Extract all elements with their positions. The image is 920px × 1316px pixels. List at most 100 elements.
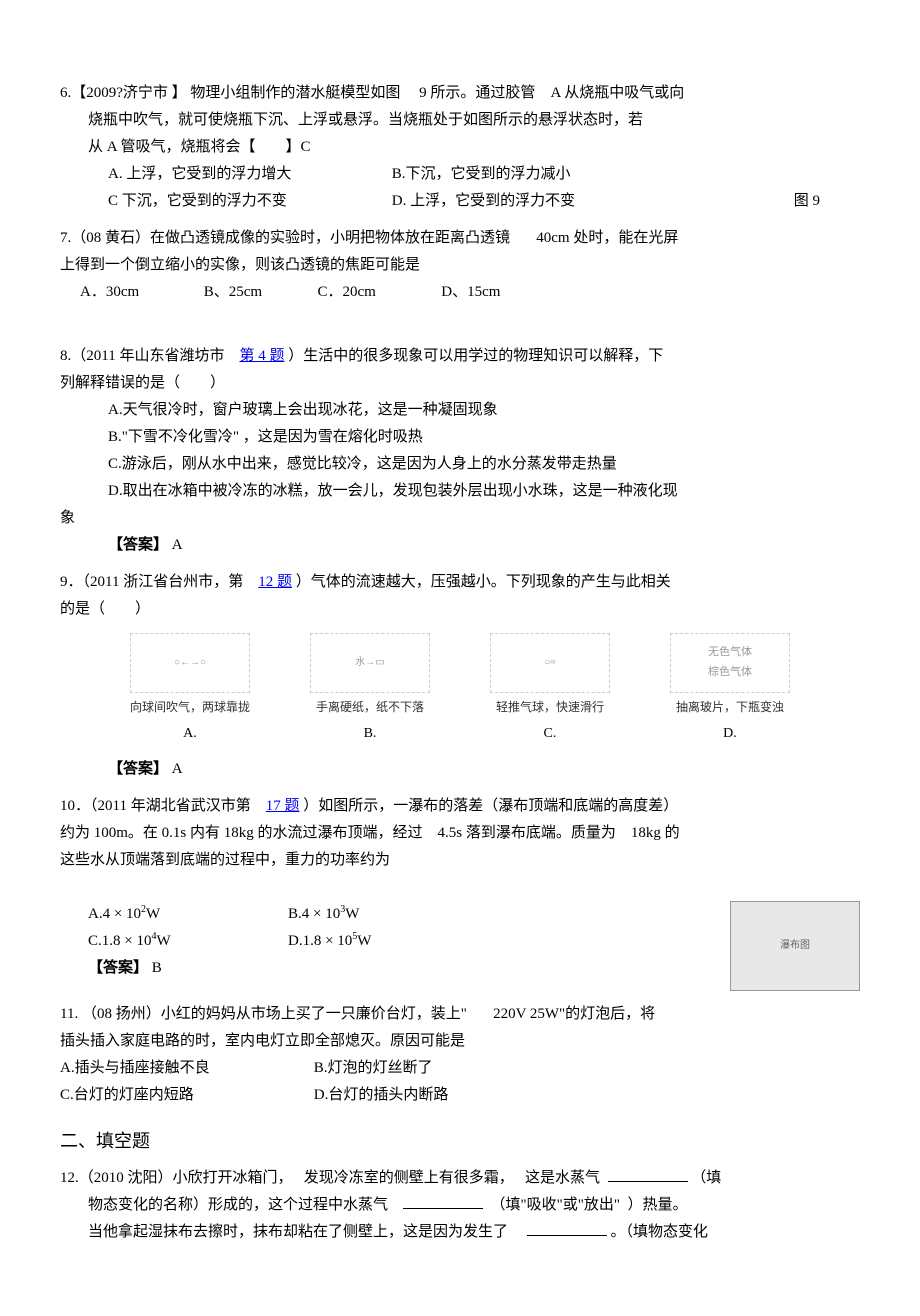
q8-line1-a: 8.（2011 年山东省潍坊市 [60, 348, 224, 364]
q11-opt-d: D.台灯的插头内断路 [314, 1087, 449, 1103]
q12-line2-a: 物态变化的名称）形成的，这个过程中水蒸气 [88, 1197, 388, 1213]
q9-letter-b: B. [310, 721, 430, 746]
q6-figure-label: 图 9 [794, 188, 820, 215]
q9-line2: 的是（ ） [60, 596, 860, 623]
q9-cap-b: 手离硬纸，纸不下落 [310, 697, 430, 719]
q8-opt-b: B."下雪不冷化雪冷" ，这是因为雪在熔化时吸热 [60, 424, 860, 451]
q8-line1-b: ）生活中的很多现象可以用学过的物理知识可以解释，下 [288, 348, 663, 364]
q12-line2: 物态变化的名称）形成的，这个过程中水蒸气 （填"吸收"或"放出" ）热量。 [60, 1192, 860, 1219]
q10-opt-b: B.4 × 103W [288, 901, 359, 928]
question-12: 12.（2010 沈阳）小欣打开冰箱门， 发现冷冻室的侧壁上有很多霜， 这是水蒸… [60, 1165, 860, 1246]
q8-line2: 列解释错误的是（ ） [60, 370, 860, 397]
q10-line1-a: 10．（2011 年湖北省武汉市第 [60, 798, 251, 814]
q12-line1-b: 发现冷冻室的侧壁上有很多霜， [304, 1170, 514, 1186]
q12-blank-2[interactable] [403, 1194, 483, 1209]
q8-opt-d: D.取出在冰箱中被冷冻的冰糕，放一会儿，发现包装外层出现小水珠，这是一种液化现 [60, 478, 860, 505]
q9-sub-d: 无色气体 棕色气体 抽离玻片，下瓶变浊 D. [670, 633, 790, 746]
q6-line3: 从 A 管吸气，烧瓶将会【 】C [60, 134, 860, 161]
q11-line1: 11. （08 扬州）小红的妈妈从市场上买了一只廉价台灯，装上" 220V 25… [60, 1001, 860, 1028]
q8-answer: 【答案】 A [60, 532, 860, 559]
q9-img-b: 水→▭ [310, 633, 430, 693]
q10-opts: A.4 × 102W B.4 × 103W C.1.8 × 104W D.1.8… [60, 901, 710, 982]
q9-letter-c: C. [490, 721, 610, 746]
q7-opt-b: B、25cm [204, 279, 314, 306]
question-10: 10．（2011 年湖北省武汉市第 17 题 ）如图所示，一瀑布的落差（瀑布顶端… [60, 793, 860, 991]
q8-line1: 8.（2011 年山东省潍坊市 第 4 题 ）生活中的很多现象可以用学过的物理知… [60, 343, 860, 370]
q10-line3: 这些水从顶端落到底端的过程中，重力的功率约为 [60, 847, 860, 874]
q9-line1: 9．（2011 浙江省台州市，第 12 题 ）气体的流速越大，压强越小。下列现象… [60, 569, 860, 596]
q7-opt-d: D、15cm [441, 284, 500, 300]
question-6: 6.【2009?济宁市 】 物理小组制作的潜水艇模型如图 9 所示。通过胶管 A… [60, 80, 860, 215]
q7-opt-c: C．20cm [318, 279, 438, 306]
q6-stem: 6.【2009?济宁市 】 物理小组制作的潜水艇模型如图 9 所示。通过胶管 A… [60, 80, 860, 107]
q9-img-a: ○←→○ [130, 633, 250, 693]
q11-opt-b: B.灯泡的灯丝断了 [314, 1060, 433, 1076]
q7-line1: 7.（08 黄石）在做凸透镜成像的实验时，小明把物体放在距离凸透镜 40cm 处… [60, 225, 860, 252]
q10-waterfall-image: 瀑布图 [730, 901, 860, 991]
q10-opt-d-a: D.1.8 × 10 [288, 933, 352, 949]
q7-opt-a: A．30cm [80, 279, 200, 306]
section-2-heading: 二、填空题 [60, 1125, 860, 1157]
q10-opts-row: A.4 × 102W B.4 × 103W C.1.8 × 104W D.1.8… [60, 901, 860, 991]
q9-ans-lab: 【答案】 [108, 761, 168, 777]
q7-opts: A．30cm B、25cm C．20cm D、15cm [60, 279, 860, 306]
q9-cap-c: 轻推气球，快速滑行 [490, 697, 610, 719]
q11-line2: 插头插入家庭电路的时，室内电灯立即全部熄灭。原因可能是 [60, 1028, 860, 1055]
q10-opt-a-b: W [146, 906, 160, 922]
q6-opt-c: C 下沉，它受到的浮力不变 [108, 188, 388, 215]
q10-opt-d-b: W [357, 933, 371, 949]
q6-stem-a: 6.【2009?济宁市 】 物理小组制作的潜水艇模型如图 [60, 85, 400, 101]
q12-line1-a: 12.（2010 沈阳）小欣打开冰箱门， [60, 1170, 293, 1186]
q8-ans-lab: 【答案】 [108, 537, 168, 553]
q10-line1: 10．（2011 年湖北省武汉市第 17 题 ）如图所示，一瀑布的落差（瀑布顶端… [60, 793, 860, 820]
q6-stem-c: A 从烧瓶中吸气或向 [550, 85, 684, 101]
q9-sub-b: 水→▭ 手离硬纸，纸不下落 B. [310, 633, 430, 746]
q9-img-c: ○≈ [490, 633, 610, 693]
q6-stem-b: 9 所示。通过胶管 [419, 85, 535, 101]
q6-line2: 烧瓶中吹气，就可使烧瓶下沉、上浮或悬浮。当烧瓶处于如图所示的悬浮状态时，若 [60, 107, 860, 134]
q10-ans-lab: 【答案】 [88, 960, 148, 976]
q10-opt-b-b: W [345, 906, 359, 922]
q9-letter-a: A. [130, 721, 250, 746]
q9-line1-b: ）气体的流速越大，压强越小。下列现象的产生与此相关 [296, 574, 671, 590]
q12-line1-d: （填 [691, 1170, 721, 1186]
question-9: 9．（2011 浙江省台州市，第 12 题 ）气体的流速越大，压强越小。下列现象… [60, 569, 860, 783]
q11-opts-row1: A.插头与插座接触不良 B.灯泡的灯丝断了 [60, 1055, 860, 1082]
q10-link[interactable]: 17 题 [266, 798, 300, 814]
q10-opt-b-a: B.4 × 10 [288, 906, 340, 922]
q9-answer: 【答案】 A [60, 756, 860, 783]
q9-figure: ○←→○ 向球间吹气，两球靠拢 A. 水→▭ 手离硬纸，纸不下落 B. ○≈ 轻… [100, 633, 820, 746]
q9-line1-a: 9．（2011 浙江省台州市，第 [60, 574, 243, 590]
q11-opt-c: C.台灯的灯座内短路 [60, 1082, 310, 1109]
q12-line2-b: （填"吸收"或"放出" [491, 1197, 621, 1213]
q6-opts-row2: C 下沉，它受到的浮力不变 D. 上浮，它受到的浮力不变 图 9 [60, 188, 860, 215]
q9-cap-a: 向球间吹气，两球靠拢 [130, 697, 250, 719]
q9-ans: A [172, 761, 183, 777]
q10-opts-1: A.4 × 102W B.4 × 103W [88, 901, 710, 928]
q12-blank-3[interactable] [527, 1221, 607, 1236]
q8-link[interactable]: 第 4 题 [239, 348, 284, 364]
q6-line3-b: 】C [286, 139, 311, 155]
q10-line2: 约为 100m。在 0.1s 内有 18kg 的水流过瀑布顶端，经过 4.5s … [60, 820, 860, 847]
q10-line2-c: 18kg 的 [631, 825, 680, 841]
q12-line3-b: 。（填物态变化 [611, 1224, 709, 1240]
q10-opt-c: C.1.8 × 104W [88, 928, 288, 955]
q7-line2: 上得到一个倒立缩小的实像，则该凸透镜的焦距可能是 [60, 252, 860, 279]
q6-opt-b: B.下沉，它受到的浮力减小 [392, 166, 571, 182]
q8-ans: A [172, 537, 183, 553]
q11-line1-b: 220V 25W"的灯泡后，将 [493, 1006, 655, 1022]
q10-opts-2: C.1.8 × 104W D.1.8 × 105W [88, 928, 710, 955]
q10-line1-b: ）如图所示，一瀑布的落差（瀑布顶端和底端的高度差） [303, 798, 678, 814]
q10-ans: B [152, 960, 162, 976]
q9-img-d: 无色气体 棕色气体 [670, 633, 790, 693]
q12-blank-1[interactable] [608, 1167, 688, 1182]
q8-opt-c: C.游泳后，刚从水中出来，感觉比较冷，这是因为人身上的水分蒸发带走热量 [60, 451, 860, 478]
q9-link[interactable]: 12 题 [258, 574, 292, 590]
q11-line1-a: 11. （08 扬州）小红的妈妈从市场上买了一只廉价台灯，装上" [60, 1006, 467, 1022]
q10-opt-c-b: W [156, 933, 170, 949]
q9-sub-a: ○←→○ 向球间吹气，两球靠拢 A. [130, 633, 250, 746]
q11-opt-a: A.插头与插座接触不良 [60, 1055, 310, 1082]
q11-opts-row2: C.台灯的灯座内短路 D.台灯的插头内断路 [60, 1082, 860, 1109]
q7-line1-b: 40cm 处时，能在光屏 [536, 230, 678, 246]
q12-line3: 当他拿起湿抹布去擦时，抹布却粘在了侧壁上，这是因为发生了 。（填物态变化 [60, 1219, 860, 1246]
